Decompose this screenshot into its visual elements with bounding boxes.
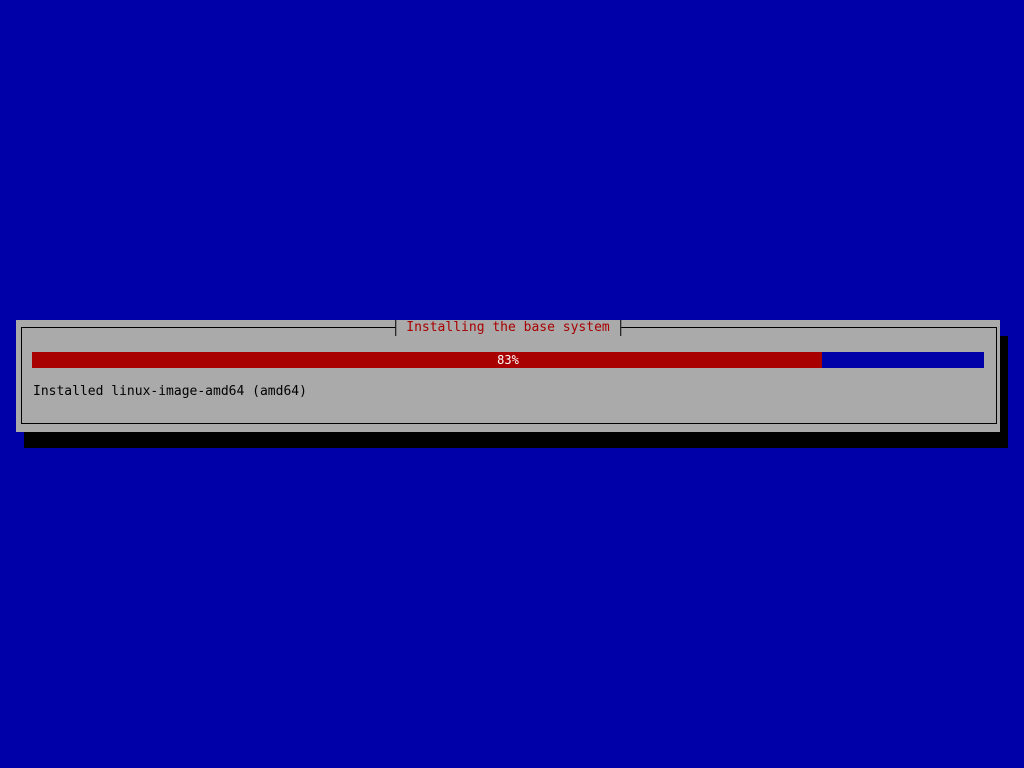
dialog-frame	[21, 327, 997, 424]
progress-dialog: Installing the base system 83% Installed…	[16, 320, 1000, 432]
dialog-title: Installing the base system	[395, 320, 621, 336]
progress-label: 83%	[497, 353, 519, 367]
progress-fill	[32, 352, 823, 368]
progress-bar: 83%	[32, 352, 984, 368]
status-text: Installed linux-image-amd64 (amd64)	[33, 384, 307, 399]
